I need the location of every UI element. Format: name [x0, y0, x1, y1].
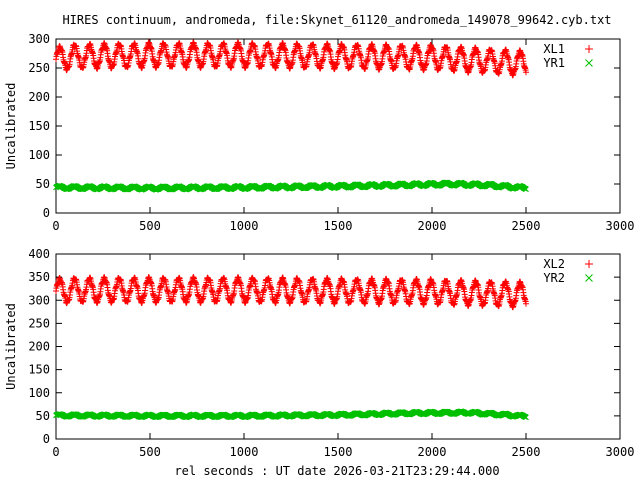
series-YR1 — [53, 179, 529, 193]
x-tick-label: 0 — [52, 219, 59, 233]
y-tick-label: 350 — [28, 270, 50, 284]
y-tick-label: 200 — [28, 90, 50, 104]
x-tick-label: 3000 — [606, 445, 635, 459]
legend-label: XL1 — [543, 42, 565, 56]
legend-marker — [585, 59, 593, 67]
x-tick-label: 1500 — [324, 219, 353, 233]
chart-panel-1: 0 500 1000 1500 2000 2500 3000 0 50 100 150 200 250 3… — [4, 32, 634, 233]
y-tick-label: 50 — [36, 409, 50, 423]
y-tick-label: 100 — [28, 148, 50, 162]
y-tick-label: 200 — [28, 340, 50, 354]
x-tick-label: 2500 — [512, 445, 541, 459]
series-XL1 — [53, 39, 529, 79]
x-tick-label: 2500 — [512, 219, 541, 233]
data-points-YR2 — [53, 408, 529, 421]
y-tick-label: 100 — [28, 386, 50, 400]
x-axis-label: rel seconds : UT date 2026-03-21T23:29:4… — [174, 464, 499, 478]
x-tick-label: 2000 — [418, 219, 447, 233]
x-tick-label: 500 — [139, 445, 161, 459]
y-tick-label: 150 — [28, 363, 50, 377]
series-XL2 — [53, 274, 529, 311]
legend-label: YR2 — [543, 271, 565, 285]
x-tick-label: 1000 — [230, 445, 259, 459]
x-tick-label: 500 — [139, 219, 161, 233]
chart-panel-2: 0 500 1000 1500 2000 2500 3000 0 50 100 150 200 250 3… — [4, 247, 634, 459]
x-tick-label: 3000 — [606, 219, 635, 233]
y-tick-label: 0 — [43, 432, 50, 446]
legend-marker — [585, 45, 593, 53]
y-tick-label: 250 — [28, 316, 50, 330]
x-tick-label: 2000 — [418, 445, 447, 459]
y-axis-label: Uncalibrated — [4, 303, 18, 390]
y-tick-label: 150 — [28, 119, 50, 133]
legend-label: XL2 — [543, 257, 565, 271]
y-tick-label: 0 — [43, 206, 50, 220]
legend-label: YR1 — [543, 56, 565, 70]
legend-marker — [585, 260, 593, 268]
y-tick-label: 250 — [28, 61, 50, 75]
y-axis-label: Uncalibrated — [4, 83, 18, 170]
x-tick-label: 1500 — [324, 445, 353, 459]
x-tick-label: 0 — [52, 445, 59, 459]
series-YR2 — [53, 408, 529, 421]
data-points-YR1 — [53, 179, 529, 193]
data-points-XL1 — [53, 39, 529, 79]
y-tick-label: 400 — [28, 247, 50, 261]
chart-title: HIRES continuum, andromeda, file:Skynet_… — [62, 13, 611, 27]
y-tick-label: 300 — [28, 32, 50, 46]
x-tick-label: 1000 — [230, 219, 259, 233]
y-tick-label: 300 — [28, 293, 50, 307]
data-points-XL2 — [53, 274, 529, 311]
y-tick-label: 50 — [36, 177, 50, 191]
chart-panels: 0 500 1000 1500 2000 2500 30000501001502002503… — [4, 32, 634, 459]
legend-marker — [585, 274, 593, 282]
